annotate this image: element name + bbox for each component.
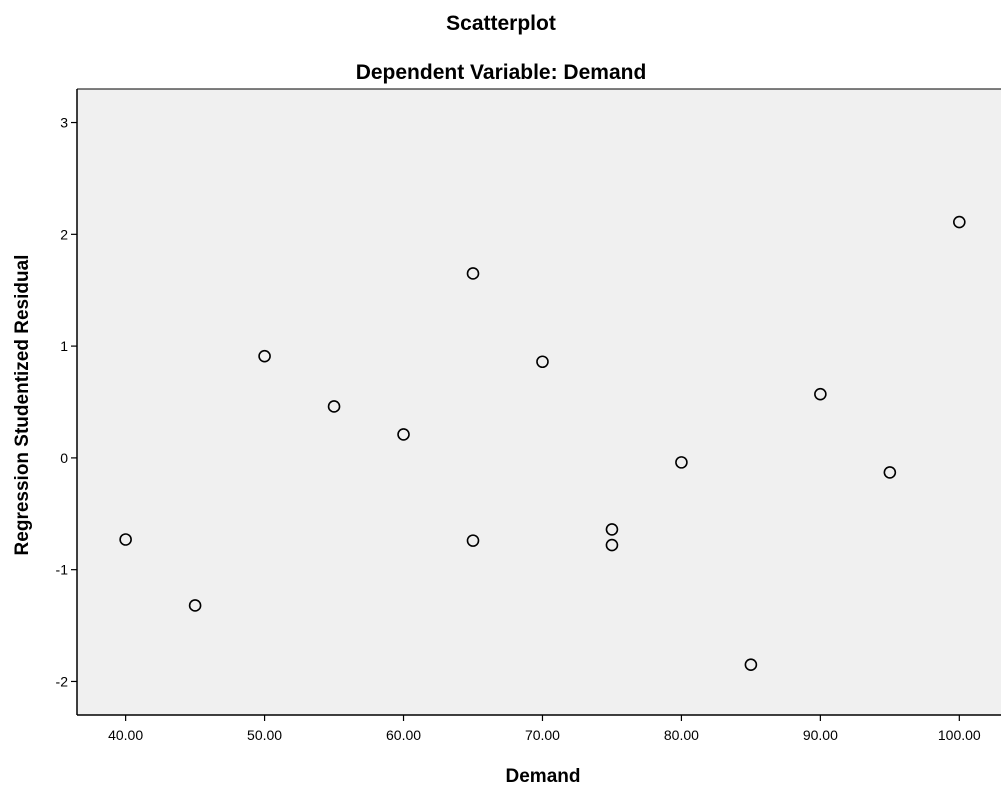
data-point-8 xyxy=(605,523,619,536)
chart-title: Scatterplot xyxy=(446,12,556,35)
data-point-10 xyxy=(675,456,688,469)
data-point-11 xyxy=(744,658,758,671)
y-tick-label-4: 2 xyxy=(60,226,68,242)
y-axis-title: Regression Studentized Residual xyxy=(12,255,33,556)
data-point-6 xyxy=(466,534,480,547)
x-axis-ticks: 40.00 50.00 60.00 70.00 80.00 90.00 100.00 xyxy=(108,715,981,743)
data-point-1 xyxy=(188,599,202,612)
data-point-5 xyxy=(466,267,480,280)
x-axis-title: Demand xyxy=(506,766,581,787)
data-point-9 xyxy=(605,538,619,552)
data-point-0 xyxy=(119,533,132,546)
x-tick-label-3: 70.00 xyxy=(525,727,560,743)
data-point-14 xyxy=(953,215,966,229)
data-point-13 xyxy=(883,466,897,479)
data-point-4 xyxy=(397,428,410,441)
y-axis-ticks: -2 -1 0 1 2 3 xyxy=(56,115,77,689)
x-tick-label-0: 40.00 xyxy=(108,727,143,743)
data-point-7 xyxy=(536,355,549,369)
plot-area xyxy=(77,89,1001,715)
data-point-12 xyxy=(814,387,827,401)
data-point-3 xyxy=(327,400,341,413)
x-tick-label-4: 80.00 xyxy=(664,727,699,743)
y-tick-label-3: 1 xyxy=(60,338,68,354)
y-tick-label-0: -2 xyxy=(56,673,69,689)
data-point-2 xyxy=(258,349,271,363)
y-tick-label-5: 3 xyxy=(60,115,68,131)
y-tick-label-1: -1 xyxy=(56,562,69,578)
x-tick-label-6: 100.00 xyxy=(938,727,981,743)
y-tick-label-2: 0 xyxy=(60,450,68,466)
x-tick-label-1: 50.00 xyxy=(247,727,282,743)
x-tick-label-5: 90.00 xyxy=(803,727,838,743)
x-tick-label-2: 60.00 xyxy=(386,727,421,743)
data-points xyxy=(119,215,966,671)
chart-subtitle: Dependent Variable: Demand xyxy=(356,61,647,84)
